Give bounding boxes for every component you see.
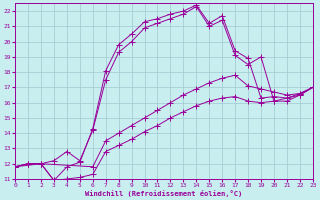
X-axis label: Windchill (Refroidissement éolien,°C): Windchill (Refroidissement éolien,°C) bbox=[85, 190, 243, 197]
